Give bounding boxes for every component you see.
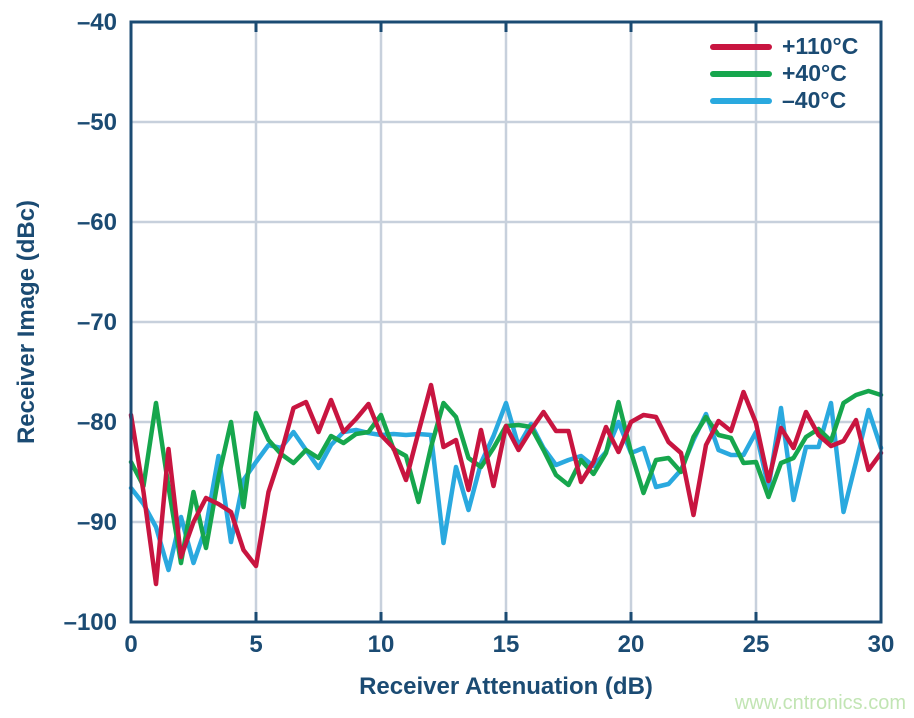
x-tick-label: 10 — [368, 631, 395, 658]
axis-tick-labels: 0 5 10 15 20 25 30 –40 –50 –60 –70 –80 –90 –100 — [64, 9, 895, 658]
legend-line-swatch-green — [710, 70, 772, 77]
x-tick-label: 0 — [124, 631, 137, 658]
data-series-lines — [128, 382, 884, 587]
axis-tick-marks — [254, 23, 758, 621]
y-tick-label: –60 — [77, 209, 117, 236]
series-line-plus110c — [128, 382, 884, 587]
x-tick-label: 25 — [743, 631, 770, 658]
legend-entry-plus40c: +40°C — [710, 60, 858, 87]
legend-entry-plus110c: +110°C — [710, 33, 858, 60]
x-tick-label: 20 — [618, 631, 645, 658]
legend-line-swatch-red — [710, 43, 772, 50]
legend-label-plus110c: +110°C — [782, 33, 859, 59]
plot-frame — [129, 20, 883, 624]
legend-label-minus40c: –40°C — [782, 87, 847, 113]
y-tick-label: –50 — [77, 109, 117, 136]
x-tick-label: 5 — [249, 631, 262, 658]
x-axis-title: Receiver Attenuation (dB) — [359, 673, 653, 700]
legend-label-plus40c: +40°C — [782, 60, 847, 86]
watermark-url: www.cntronics.com — [734, 692, 906, 714]
y-tick-label: –70 — [77, 309, 117, 336]
y-tick-label: –40 — [77, 9, 117, 36]
y-tick-label: –80 — [77, 409, 117, 436]
legend-entry-minus40c: –40°C — [710, 87, 858, 114]
y-tick-label: –90 — [77, 509, 117, 536]
x-tick-label: 15 — [493, 631, 520, 658]
legend-line-swatch-cyan — [710, 97, 772, 104]
y-axis-title: Receiver Image (dBc) — [13, 200, 40, 444]
x-tick-label: 30 — [868, 631, 895, 658]
legend: +110°C +40°C –40°C — [710, 33, 858, 114]
plot-border — [129, 20, 883, 624]
y-tick-label: –100 — [64, 609, 117, 636]
